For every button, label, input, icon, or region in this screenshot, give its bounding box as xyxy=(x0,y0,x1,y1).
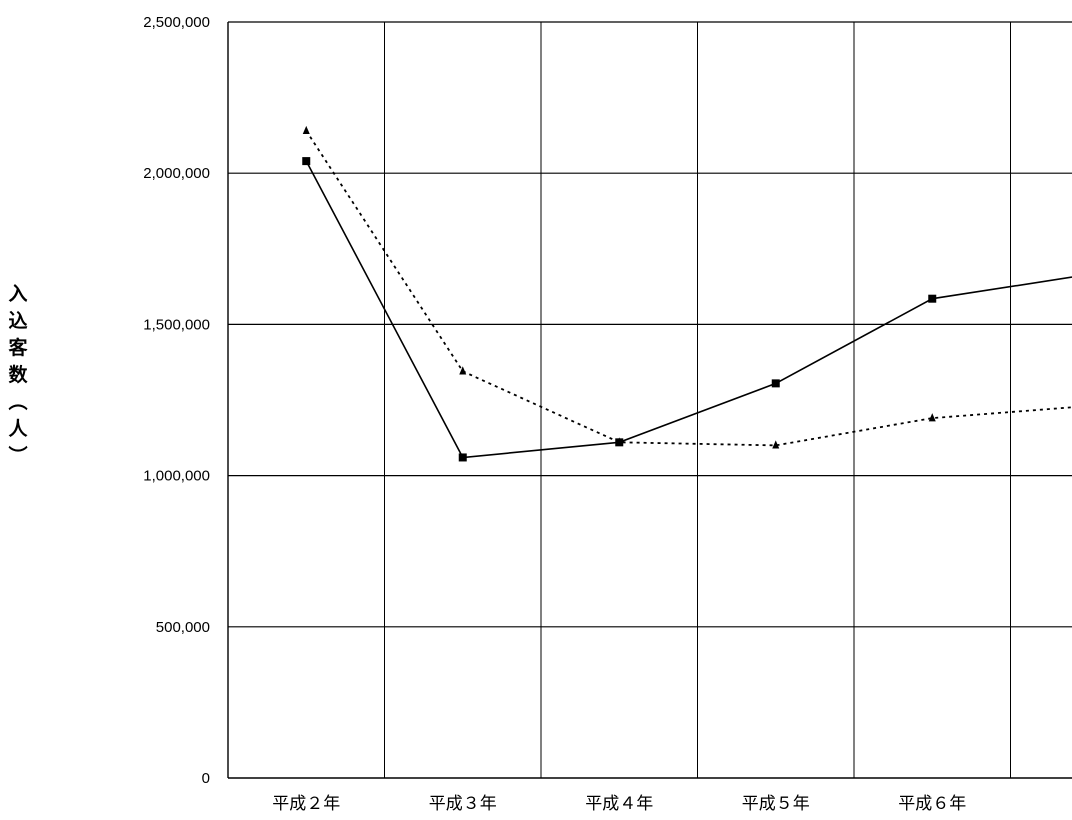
data-point-series-2 xyxy=(302,125,310,135)
y-axis-label-char: 客 xyxy=(8,336,28,359)
y-axis-label-char: 込 xyxy=(8,310,27,332)
x-tick-label: 平成５年 xyxy=(742,794,810,814)
x-tick-label: 平成３年 xyxy=(429,794,497,814)
data-point-series-1 xyxy=(302,157,311,166)
y-tick-label: 2,500,000 xyxy=(143,14,210,31)
x-tick-label: 平成４年 xyxy=(585,794,653,814)
data-point-series-2 xyxy=(615,437,623,446)
y-axis-label-char: （ xyxy=(6,391,29,410)
y-tick-labels: 0 500,000 1,000,000 1,500,000 2,000,000 2,500… xyxy=(143,14,210,787)
axes xyxy=(227,22,1072,779)
data-point-series-2 xyxy=(928,413,936,422)
x-tick-label: 平成６年 xyxy=(898,794,966,814)
y-axis-label-char: 入 xyxy=(8,283,27,305)
data-point-series-1 xyxy=(928,294,937,303)
y-tick-label: 0 xyxy=(202,770,210,787)
data-point-series-1 xyxy=(771,379,780,388)
y-tick-label: 1,500,000 xyxy=(143,316,210,333)
y-tick-label: 500,000 xyxy=(156,619,210,636)
data-point-series-2 xyxy=(459,366,467,375)
y-axis-label-char: ） xyxy=(6,445,29,464)
y-axis-label-char: 数 xyxy=(8,363,28,386)
y-axis-label-char: 人 xyxy=(8,418,28,440)
y-tick-label: 2,000,000 xyxy=(143,165,210,182)
series-lines xyxy=(302,125,1072,462)
series-line-1 xyxy=(305,160,1072,459)
series-line-2 xyxy=(305,130,1072,447)
data-point-series-2 xyxy=(772,440,780,449)
x-tick-labels: 平成２年 平成３年 平成４年 平成５年 平成６年 xyxy=(272,794,966,814)
data-point-series-1 xyxy=(458,453,467,462)
y-tick-label: 1,000,000 xyxy=(143,468,210,485)
grid-lines xyxy=(228,21,1072,778)
x-tick-label: 平成２年 xyxy=(272,794,340,814)
